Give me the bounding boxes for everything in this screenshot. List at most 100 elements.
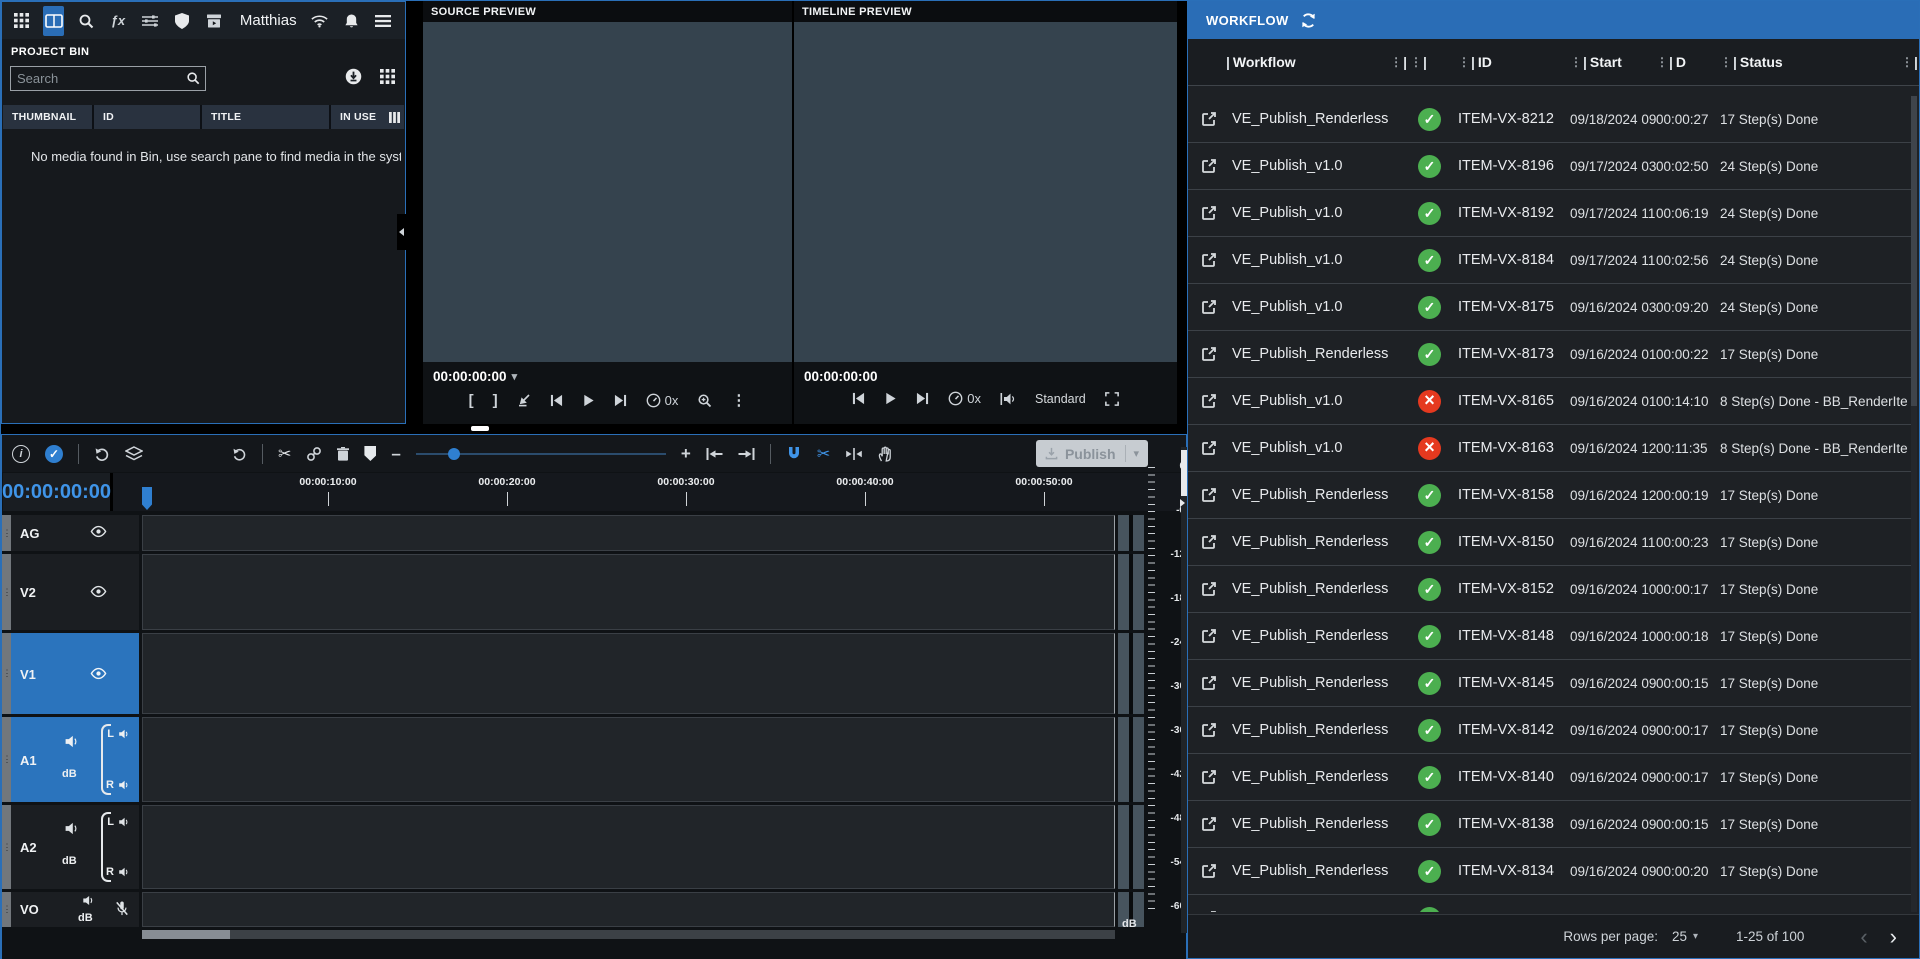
column-header-workflow[interactable]: | Workflow ⋮ | [1226, 54, 1407, 70]
open-workflow-icon[interactable] [1200, 298, 1218, 316]
audio-levels-icon[interactable] [1000, 392, 1016, 406]
column-drag-icon[interactable]: ⋮ [1720, 55, 1732, 69]
panel-resize-handle[interactable] [471, 426, 489, 431]
insert-left-icon[interactable] [706, 447, 723, 460]
column-header-end[interactable]: ⋮ | [1901, 54, 1918, 70]
open-workflow-icon[interactable] [1200, 251, 1218, 269]
import-media-icon[interactable] [345, 68, 362, 85]
track-drag-handle[interactable]: ⋮ [2, 515, 12, 551]
table-row[interactable]: VE_Publish_Renderless ITEM-VX-8150 09/16… [1188, 519, 1911, 566]
column-drag-icon[interactable]: ⋮ [1458, 55, 1470, 69]
timeline-vertical-scrollbar[interactable] [1181, 447, 1187, 933]
track-header-v1[interactable]: ⋮ V1 [2, 633, 139, 714]
table-row[interactable]: VE_Publish_Renderless ITEM-VX-8140 09/16… [1188, 754, 1911, 801]
trim-tool-icon[interactable] [845, 447, 863, 460]
prev-page-button[interactable]: ‹ [1860, 923, 1868, 949]
publish-caret-icon[interactable]: ▾ [1124, 445, 1139, 462]
open-workflow-icon[interactable] [1200, 110, 1218, 128]
column-header-id[interactable]: ID [94, 105, 200, 129]
timeline-video-viewport[interactable] [794, 22, 1177, 362]
scroll-arrow-icon[interactable] [1180, 499, 1185, 507]
table-row[interactable]: VE_Publish_v1.0 ITEM-VX-8196 09/17/2024 … [1188, 143, 1911, 190]
track-visibility-eye-icon[interactable] [90, 667, 107, 680]
track-visibility-eye-icon[interactable] [90, 585, 107, 598]
cut-scissors-icon[interactable]: ✂ [278, 445, 292, 463]
open-workflow-icon[interactable] [1200, 392, 1218, 410]
track-visibility-eye-icon[interactable] [90, 525, 107, 538]
delete-trash-icon[interactable] [337, 446, 350, 461]
column-header-thumbnail[interactable]: THUMBNAIL [3, 105, 92, 129]
table-row[interactable]: VE_Publish_Renderless ITEM-VX-8138 09/16… [1188, 801, 1911, 848]
workflow-scrollbar[interactable] [1911, 96, 1917, 912]
open-workflow-icon[interactable] [1200, 533, 1218, 551]
open-workflow-icon[interactable] [1200, 768, 1218, 786]
column-drag-icon[interactable]: ⋮ [1656, 55, 1668, 69]
column-drag-icon[interactable]: ⋮ [1570, 55, 1582, 69]
track-header-ag[interactable]: ⋮ AG [2, 515, 139, 551]
more-options-icon[interactable]: ⋮ [731, 392, 747, 409]
timeline-preview-timecode[interactable]: 00:00:00:00 [804, 369, 878, 384]
track-drag-handle[interactable]: ⋮ [2, 805, 12, 889]
table-row[interactable]: VE_Publish_v1.0 ITEM-VX-8184 09/17/2024 … [1188, 237, 1911, 284]
open-workflow-icon[interactable] [1200, 862, 1218, 880]
table-row[interactable]: VE_Publish_Renderless ITEM-VX-8212 09/18… [1188, 96, 1911, 143]
column-header-title[interactable]: TITLE [202, 105, 329, 129]
track-content-v1[interactable] [142, 633, 1115, 714]
track-header-a2[interactable]: ⋮ A2 dB L R [2, 805, 139, 889]
quality-selector[interactable]: Standard [1035, 391, 1086, 406]
track-vo[interactable]: ⋮ VO dB [2, 892, 1115, 927]
track-drag-handle[interactable]: ⋮ [2, 633, 12, 714]
open-workflow-icon[interactable] [1200, 345, 1218, 363]
source-timecode[interactable]: 00:00:00:00 [433, 369, 507, 384]
scrollbar-thumb[interactable] [142, 930, 230, 939]
undo-icon[interactable] [232, 446, 247, 462]
scrollbar-thumb[interactable] [1911, 96, 1917, 406]
mark-out-button[interactable]: ] [492, 391, 498, 409]
prev-frame-button[interactable] [852, 392, 865, 405]
zoom-slider-thumb[interactable] [447, 447, 460, 460]
table-row[interactable]: VE_Publish_Renderless ITEM-VX-8148 09/16… [1188, 613, 1911, 660]
publish-button[interactable]: Publish ▾ [1036, 440, 1148, 467]
playback-speed-indicator[interactable]: 0x [948, 391, 981, 406]
table-row[interactable]: VE_Publish_Renderless ITEM-VX-8152 09/16… [1188, 566, 1911, 613]
notifications-bell-icon[interactable] [341, 6, 362, 36]
refresh-icon[interactable] [1300, 12, 1317, 29]
track-header-vo[interactable]: ⋮ VO dB [2, 892, 139, 927]
track-content-vo[interactable] [142, 892, 1115, 927]
open-workflow-icon[interactable] [1200, 909, 1218, 912]
timeline-zoom-slider[interactable] [415, 447, 666, 460]
mic-muted-icon[interactable] [115, 900, 129, 917]
panel-collapse-handle[interactable] [397, 214, 406, 250]
track-gain-db[interactable]: dB [62, 768, 77, 780]
track-v1[interactable]: ⋮ V1 [2, 633, 1115, 714]
editor-filmstrip-icon[interactable] [43, 5, 65, 36]
menu-hamburger-icon[interactable] [373, 6, 394, 36]
grid-view-icon[interactable] [380, 69, 395, 84]
table-row[interactable]: VE_Publish_v1.0 ITEM-VX-8165 09/16/2024 … [1188, 378, 1911, 425]
table-row[interactable] [1188, 895, 1911, 912]
column-header-start[interactable]: ⋮ | Start [1570, 54, 1622, 70]
column-drag-icon[interactable]: ⋮ [1901, 55, 1913, 69]
play-button[interactable] [582, 394, 595, 407]
scrollbar-thumb[interactable] [1181, 450, 1187, 496]
search-icon[interactable] [75, 6, 96, 36]
timeline-ruler[interactable]: 00:00:10:00 00:00:20:00 00:00:30:00 00:0… [115, 473, 1115, 959]
track-mute-speaker-icon[interactable] [64, 822, 80, 835]
column-header-result[interactable]: ⋮ | [1410, 54, 1427, 70]
play-button[interactable] [884, 392, 897, 405]
track-drag-handle[interactable]: ⋮ [2, 892, 12, 927]
rows-per-page-select[interactable]: 25 ▾ [1671, 929, 1699, 944]
search-input[interactable] [10, 66, 206, 91]
timecode-caret-icon[interactable]: ▾ [511, 371, 518, 383]
track-v2[interactable]: ⋮ V2 [2, 554, 1115, 630]
open-workflow-icon[interactable] [1200, 721, 1218, 739]
column-header-inuse[interactable]: IN USE [331, 105, 404, 129]
snap-magnet-icon[interactable] [786, 446, 802, 462]
hand-tool-icon[interactable] [878, 446, 892, 462]
open-workflow-icon[interactable] [1200, 486, 1218, 504]
track-drag-handle[interactable]: ⋮ [2, 554, 12, 630]
goto-mark-in-icon[interactable] [517, 393, 531, 407]
track-gain-db[interactable]: dB [78, 912, 93, 924]
media-archive-icon[interactable] [204, 6, 225, 36]
prev-frame-button[interactable] [550, 394, 563, 407]
